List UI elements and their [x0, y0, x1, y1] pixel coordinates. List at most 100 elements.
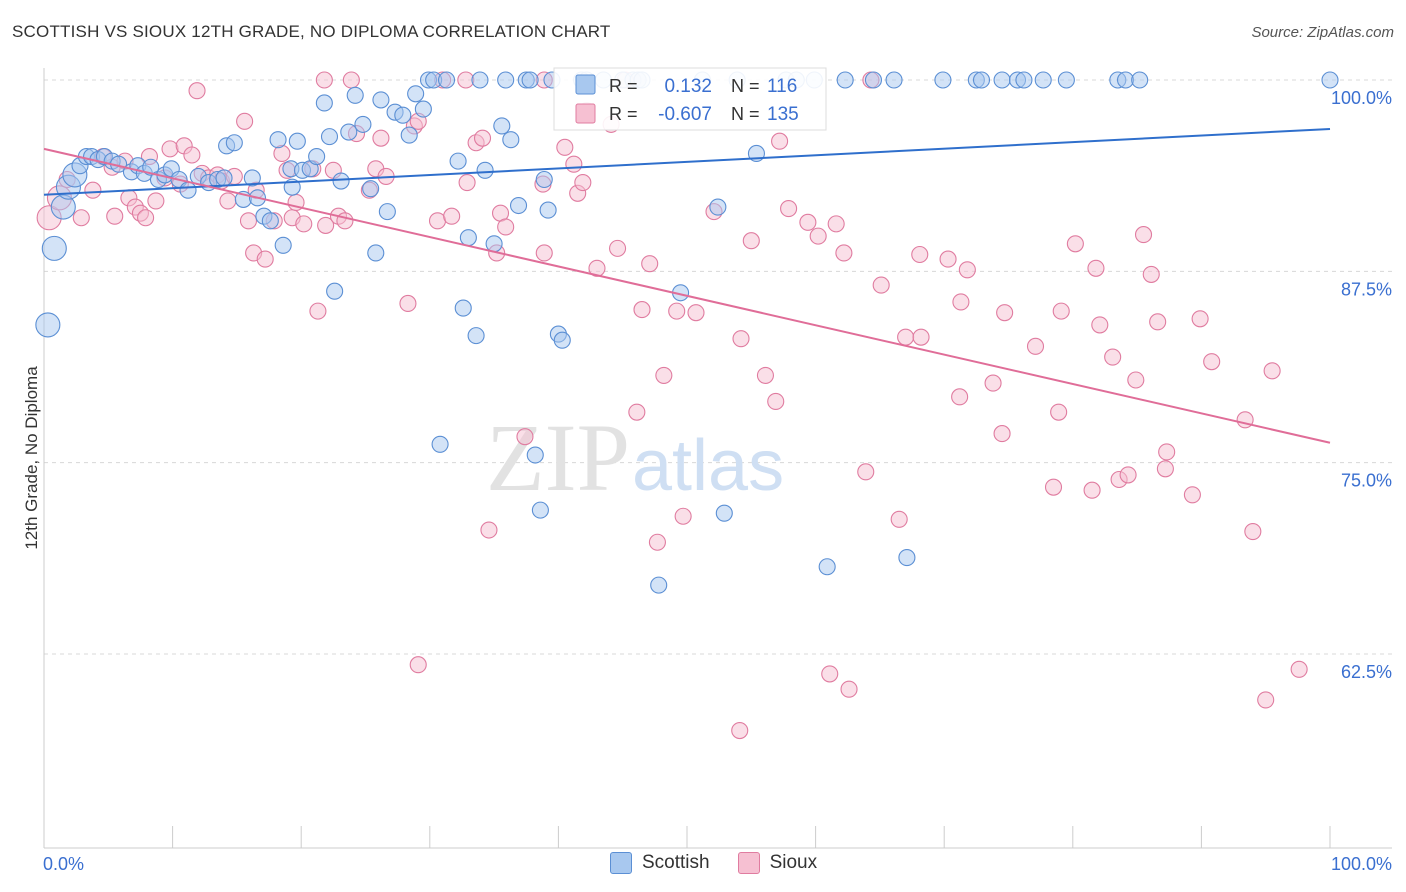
- sioux-trend-line: [43, 147, 1331, 444]
- scottish-point-15: [142, 158, 160, 176]
- sioux-point-101: [857, 463, 875, 481]
- stats-box: R = 0.132 N = 116 R = -0.607 N = 135: [553, 67, 827, 131]
- legend-item-scottish[interactable]: Scottish: [610, 852, 710, 874]
- scottish-point-63: [467, 327, 485, 345]
- sioux-point-86: [687, 304, 705, 322]
- sioux-point-125: [1119, 466, 1137, 484]
- scottish-point-49: [372, 91, 390, 109]
- sioux-swatch: [737, 852, 760, 874]
- scottish-point-109: [1057, 71, 1075, 89]
- sioux-point-39: [309, 302, 327, 320]
- sioux-point-71: [565, 155, 583, 173]
- scottish-point-20: [179, 181, 197, 199]
- scottish-point-70: [509, 196, 528, 215]
- sioux-point-73: [574, 174, 592, 192]
- sioux-point-132: [1183, 486, 1201, 504]
- scottish-point-26: [225, 134, 243, 152]
- scottish-point-28: [243, 169, 261, 187]
- sioux-point-97: [821, 665, 839, 683]
- sioux-point-90: [742, 232, 760, 250]
- sioux-point-84: [668, 302, 686, 320]
- y-tick-label-2: 75.0%: [1341, 471, 1392, 491]
- scottish-point-75: [535, 170, 553, 189]
- sioux-point-7: [106, 207, 124, 225]
- sioux-point-122: [1091, 316, 1109, 334]
- scottish-point-52: [394, 106, 412, 124]
- sioux-point-127: [1134, 226, 1153, 244]
- sioux-point-62: [480, 521, 498, 539]
- y-tick-labels: 100.0% 87.5% 75.0% 62.5%: [1331, 88, 1392, 682]
- sioux-point-77: [609, 239, 627, 257]
- sioux-point-138: [1263, 362, 1281, 380]
- sioux-point-16: [161, 140, 179, 158]
- scottish-point-73: [526, 446, 544, 464]
- watermark-zip: ZIP: [486, 404, 630, 511]
- sioux-point-20: [188, 82, 206, 100]
- sioux-point-136: [1244, 522, 1262, 541]
- scottish-point-53: [400, 126, 418, 144]
- sioux-point-128: [1142, 265, 1160, 283]
- legend-item-sioux[interactable]: Sioux: [737, 852, 817, 874]
- sioux-n-label: N =: [731, 104, 760, 124]
- sioux-point-129: [1149, 313, 1167, 331]
- x-tick-label-left: 0.0%: [43, 854, 84, 874]
- sioux-point-3: [72, 209, 90, 227]
- scottish-point-79: [553, 331, 571, 349]
- sioux-point-120: [1083, 481, 1101, 499]
- scottish-point-87: [650, 576, 668, 594]
- sioux-point-37: [295, 215, 313, 233]
- scottish-point-50: [378, 203, 396, 221]
- sioux-point-111: [958, 261, 976, 279]
- watermark-atlas: atlas: [632, 426, 784, 506]
- sioux-point-99: [835, 244, 853, 262]
- scottish-point-45: [346, 86, 364, 104]
- scottish-point-48: [367, 244, 385, 262]
- axes: [43, 68, 1392, 849]
- sioux-point-28: [239, 212, 258, 230]
- scottish-point-67: [493, 117, 511, 135]
- scottish-point-59: [437, 71, 456, 89]
- sioux-points: [36, 71, 1308, 740]
- sioux-point-80: [633, 301, 651, 319]
- sioux-point-93: [771, 132, 789, 150]
- sioux-point-106: [911, 245, 929, 264]
- gridlines: [44, 79, 1392, 655]
- scottish-point-31: [261, 212, 279, 230]
- sioux-point-116: [1044, 478, 1063, 496]
- legend-label-scottish: Scottish: [642, 852, 710, 873]
- x-tick-labels: 0.0% 100.0%: [43, 854, 1392, 874]
- legend: Scottish Sioux: [610, 852, 817, 874]
- scottish-point-55: [414, 100, 432, 118]
- chart-title: SCOTTISH VS SIOUX 12TH GRADE, NO DIPLOMA…: [12, 22, 611, 41]
- scottish-point-99: [864, 71, 883, 89]
- sioux-point-51: [399, 294, 417, 313]
- sioux-point-139: [1290, 660, 1308, 678]
- scottish-point-36: [288, 132, 306, 150]
- sioux-point-41: [315, 71, 333, 89]
- scottish-point-113: [1321, 71, 1339, 89]
- scottish-point-98: [836, 71, 854, 89]
- scottish-point-72: [521, 71, 539, 89]
- scottish-point-90: [709, 198, 727, 216]
- sioux-point-25: [219, 192, 237, 210]
- sioux-point-108: [939, 250, 957, 268]
- sioux-point-92: [767, 392, 785, 410]
- sioux-point-105: [897, 328, 915, 346]
- sioux-point-130: [1156, 460, 1174, 478]
- scottish-point-68: [497, 71, 515, 89]
- sioux-point-94: [780, 200, 798, 218]
- sioux-point-44: [336, 212, 354, 230]
- sioux-point-45: [342, 71, 360, 89]
- sioux-point-115: [1026, 337, 1045, 355]
- y-axis-label: 12th Grade, No Diploma: [22, 366, 41, 550]
- scottish-point-46: [354, 115, 372, 133]
- sioux-point-119: [1066, 235, 1084, 253]
- scottish-point-62: [459, 229, 477, 247]
- sioux-point-100: [840, 680, 858, 698]
- sioux-point-134: [1203, 353, 1221, 371]
- sioux-point-14: [147, 192, 165, 210]
- scottish-r-value: 0.132: [664, 76, 712, 97]
- scottish-point-97: [818, 558, 836, 576]
- sioux-point-88: [731, 721, 749, 740]
- y-tick-label-1: 87.5%: [1341, 279, 1392, 299]
